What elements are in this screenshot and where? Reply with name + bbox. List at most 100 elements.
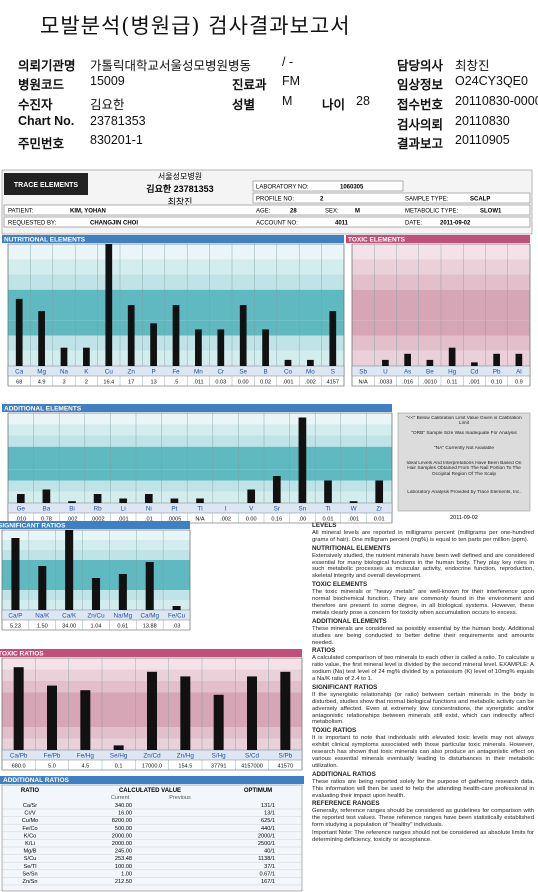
ratio-value: 253.48 [115, 856, 132, 862]
element-value: 0.00 [246, 517, 257, 523]
bar [493, 353, 500, 366]
value: 최창진 [455, 59, 490, 73]
bar [329, 311, 337, 366]
element-value: 0.03 [215, 380, 226, 386]
element-value: 17 [128, 380, 134, 386]
panel-frame [1, 529, 191, 631]
bar [80, 690, 91, 750]
value: CHANGJIN CHOI [90, 221, 138, 227]
legend-item: Laboratory Analysis Provided by Trace El… [407, 490, 521, 495]
element-label: I [225, 506, 227, 513]
bar [127, 305, 135, 366]
element-value: 13.88 [143, 624, 157, 630]
label: 주민번호 [18, 137, 65, 151]
label: SEX: [325, 209, 339, 215]
element-value: .001 [283, 380, 294, 386]
label: 검사의뢰 [397, 118, 444, 132]
element-label: Tl [197, 506, 202, 513]
range-band [8, 259, 344, 275]
ratio-optimum: 625/1 [261, 818, 275, 824]
bar [195, 329, 202, 366]
ratio-value: 500.00 [115, 826, 132, 832]
panel-frame [351, 243, 531, 387]
notes: LEVELS All mineral levels are reported in… [312, 521, 534, 845]
value: 830201-1 [90, 133, 143, 147]
note-heading: ADDITIONAL ELEMENTS [312, 617, 387, 625]
value: 20110830-00001 [455, 94, 538, 108]
bar [93, 494, 102, 503]
legend-item: "ORB" Sample Size Was Inadequate For Ana… [411, 431, 517, 436]
element-value: 0.00 [238, 380, 249, 386]
element-label: Ca/K [62, 613, 77, 620]
element-value: .0010 [423, 380, 437, 386]
label: 결과보고 [397, 137, 444, 151]
element-label: Bi [69, 506, 75, 513]
section-band [0, 776, 304, 784]
range-band [8, 274, 344, 290]
element-value: 4157000 [241, 764, 263, 770]
label: 임상정보 [397, 78, 444, 92]
table-frame [1, 784, 303, 892]
element-label: Pt [171, 506, 177, 513]
ratio-optimum: 167/1 [261, 879, 275, 885]
element-label: Ca [15, 369, 24, 376]
element-label: Sb [359, 369, 367, 376]
element-label: Co [284, 369, 293, 376]
legend-text: "NA" Currently Not Available [433, 446, 495, 451]
ratio-value: 2000.00 [112, 841, 132, 847]
bar [147, 671, 157, 750]
element-label: Ca/P [8, 613, 22, 620]
element-label: Fe/Hg [77, 753, 95, 760]
element-label: Al [516, 369, 522, 376]
element-value: 4157 [327, 380, 339, 386]
ratio-value: 1.00 [121, 871, 132, 877]
element-label: Ni [146, 506, 152, 513]
range-band [2, 550, 190, 560]
element-value: .002 [220, 517, 231, 523]
element-label: S [331, 369, 335, 376]
table-header: OPTIMUM [244, 788, 272, 794]
ratio-name: Fe/Co [22, 826, 37, 832]
section-title: SIGNIFICANT RATIOS [0, 523, 66, 530]
value: M [355, 209, 360, 215]
label: LABORATORY NO: [256, 185, 309, 191]
range-band [8, 469, 392, 481]
value: KIM, YOHAN [70, 209, 106, 215]
element-value: 680.0 [12, 764, 26, 770]
ratio-value: 2000.00 [112, 833, 132, 839]
element-value: .0033 [378, 380, 392, 386]
ratio-optimum: 2000/1 [258, 833, 275, 839]
bar [118, 574, 127, 610]
element-label: Pb [493, 369, 501, 376]
value: 김요한 [90, 98, 125, 112]
label: DATE: [405, 221, 423, 227]
range-band [8, 289, 344, 305]
note-text: A calculated comparison of two minerals … [312, 655, 534, 683]
element-label: Na/Mg [114, 613, 133, 620]
ratio-name: S/Cu [24, 856, 36, 862]
range-band [8, 480, 392, 492]
ratio-optimum: 2500/1 [258, 841, 275, 847]
element-label: Zn/Hg [177, 753, 195, 760]
bar [42, 489, 51, 503]
element-value: 37791 [211, 764, 227, 770]
bar [515, 353, 523, 366]
element-value: 154.5 [178, 764, 192, 770]
section-title: ADDITIONAL ELEMENTS [4, 406, 82, 413]
label: 나이 [322, 98, 346, 112]
element-value: .001 [348, 517, 359, 523]
title: 모발분석(병원급) 검사결과보고서 [40, 14, 351, 38]
note-text: Generally, reference ranges should be co… [312, 808, 534, 829]
element-label: Li [121, 506, 126, 513]
element-label: Na/K [35, 613, 50, 620]
section-title: TOXIC RATIOS [0, 651, 44, 658]
bar [150, 323, 157, 366]
range-band [8, 491, 392, 503]
value: SLOW1 [480, 209, 502, 215]
element-label: S/Cd [245, 753, 259, 760]
value: 2 [320, 197, 324, 203]
note-heading: REFERENCE RANGES [312, 800, 380, 808]
note-heading: RATIOS [312, 647, 336, 655]
ratio-value: 8200.00 [112, 818, 132, 824]
bar [280, 671, 291, 750]
